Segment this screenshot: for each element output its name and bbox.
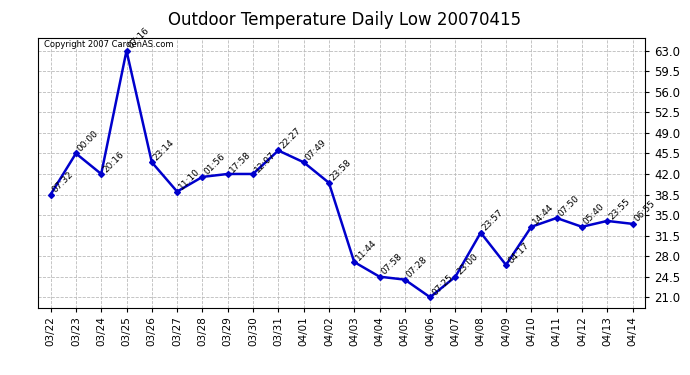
Text: 07:28: 07:28	[405, 255, 429, 280]
Text: 23:00: 23:00	[455, 252, 480, 277]
Text: 07:50: 07:50	[557, 194, 581, 218]
Text: 01:56: 01:56	[202, 152, 227, 177]
Text: 00:00: 00:00	[76, 129, 101, 153]
Text: 23:57: 23:57	[481, 208, 505, 232]
Text: 05:40: 05:40	[582, 202, 607, 227]
Text: Outdoor Temperature Daily Low 20070415: Outdoor Temperature Daily Low 20070415	[168, 11, 522, 29]
Text: 12:07: 12:07	[253, 149, 277, 174]
Text: 23:14: 23:14	[152, 138, 176, 162]
Text: 11:10: 11:10	[177, 167, 201, 192]
Text: 17:58: 17:58	[228, 149, 253, 174]
Text: 07:16: 07:16	[126, 26, 151, 51]
Text: Copyright 2007 CardenAS.com: Copyright 2007 CardenAS.com	[44, 40, 173, 49]
Text: 07:25: 07:25	[430, 273, 455, 297]
Text: 20:16: 20:16	[101, 149, 126, 174]
Text: 07:58: 07:58	[380, 252, 404, 277]
Text: 07:49: 07:49	[304, 138, 328, 162]
Text: 23:55: 23:55	[607, 196, 632, 221]
Text: 11:44: 11:44	[354, 237, 379, 262]
Text: 04:17: 04:17	[506, 240, 531, 265]
Text: 06:55: 06:55	[633, 199, 657, 224]
Text: 07:32: 07:32	[50, 170, 75, 195]
Text: 14:44: 14:44	[531, 202, 555, 227]
Text: 22:27: 22:27	[278, 126, 303, 150]
Text: 23:58: 23:58	[329, 158, 353, 183]
